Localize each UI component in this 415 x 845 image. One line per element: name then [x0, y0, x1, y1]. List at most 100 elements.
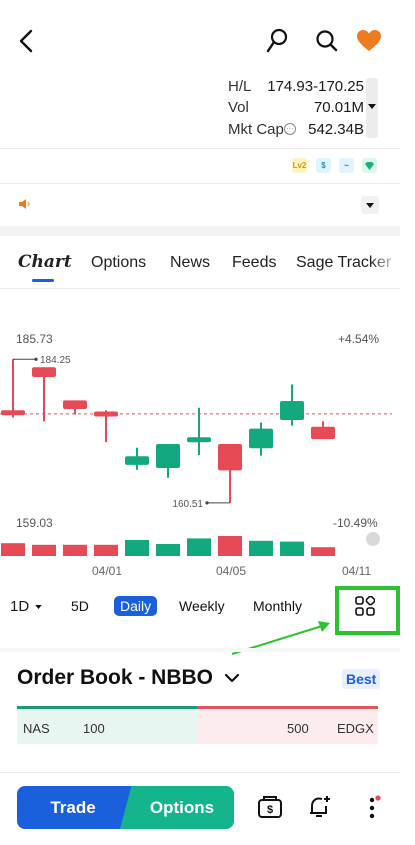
- section-divider: [0, 226, 400, 236]
- bid-exchange: NAS: [23, 721, 50, 736]
- caret-down-icon: [366, 202, 374, 208]
- cash-button[interactable]: $: [257, 794, 285, 822]
- divider: [0, 148, 400, 149]
- candle-body: [280, 401, 304, 421]
- market-cap-label: Mkt Cap: [228, 121, 284, 138]
- trade-button[interactable]: Trade: [17, 786, 137, 829]
- interval-weekly[interactable]: Weekly: [179, 598, 225, 614]
- candle-body: [187, 437, 211, 443]
- interval-1d-dropdown[interactable]: 1D: [10, 598, 43, 615]
- section-divider: [0, 648, 400, 652]
- dollar-badge[interactable]: $: [316, 158, 331, 173]
- candlestick-chart[interactable]: 184.25 160.51: [0, 330, 400, 560]
- tab-news[interactable]: News: [170, 254, 211, 271]
- high-low-value: 174.93-170.25: [267, 78, 364, 95]
- tabs-fade: [370, 246, 400, 276]
- search-alt-icon: [266, 28, 288, 53]
- active-tab-indicator: [32, 279, 54, 282]
- volume-bar: [249, 540, 273, 556]
- tab-sage-tracker[interactable]: Sage Tracker: [296, 254, 392, 271]
- ask-exchange: EDGX: [337, 721, 374, 736]
- volume-bar: [63, 544, 87, 556]
- annotation-highlight-box: [335, 586, 400, 635]
- volume-bar: [218, 536, 242, 556]
- diamond-badge[interactable]: [362, 158, 377, 173]
- options-button[interactable]: Options: [120, 786, 234, 829]
- order-book-row: NAS 100 500 EDGX: [17, 706, 378, 744]
- interval-1d-label: 1D: [10, 598, 30, 615]
- caret-down-icon: [35, 605, 43, 610]
- volume-value: 70.01M: [313, 99, 364, 116]
- high-low-label: H/L: [228, 78, 252, 95]
- info-icon[interactable]: ···: [284, 123, 296, 135]
- trend-badge[interactable]: ~: [339, 158, 354, 173]
- alert-button[interactable]: [307, 794, 335, 822]
- interval-monthly[interactable]: Monthly: [253, 598, 303, 614]
- volume-bar: [156, 544, 180, 556]
- ask-size: 500: [287, 721, 309, 736]
- annotation-arrow: [231, 621, 330, 655]
- volume-bar: [1, 543, 25, 556]
- y-axis-high-label: 185.73: [16, 332, 53, 346]
- divider: [0, 183, 400, 184]
- candle-body: [125, 456, 149, 465]
- candle-body: [311, 426, 335, 440]
- candle-body: [32, 367, 56, 378]
- caret-down-icon: [368, 103, 376, 109]
- chart-reset-button[interactable]: [366, 532, 380, 546]
- tab-options[interactable]: Options: [91, 254, 147, 271]
- search-icon: [316, 30, 338, 52]
- candle-body: [218, 444, 242, 471]
- volume-label: Vol: [228, 99, 249, 116]
- bid-size: 100: [83, 721, 105, 736]
- candle-body: [156, 444, 180, 468]
- candle-body: [63, 400, 87, 409]
- heart-icon: [357, 30, 381, 51]
- back-button[interactable]: [12, 26, 40, 56]
- search-button[interactable]: [312, 26, 342, 56]
- market-cap-value: 542.34B: [308, 121, 364, 138]
- volume-bar: [94, 544, 118, 556]
- order-book-title-text: Order Book - NBBO: [17, 666, 214, 689]
- candle-body: [94, 411, 118, 417]
- min-annotation-dot: [205, 501, 209, 505]
- diamond-icon: [365, 161, 374, 170]
- more-button[interactable]: [364, 794, 384, 822]
- stats-expand-button[interactable]: [364, 98, 380, 114]
- market-cap-row: Mkt Cap ··· 542.34B: [228, 121, 378, 143]
- volume-bar: [125, 540, 149, 556]
- grid-icon: [355, 595, 376, 616]
- max-annotation-dot: [34, 357, 38, 361]
- volume-bar: [187, 538, 211, 556]
- svg-text:$: $: [267, 804, 273, 816]
- x-tick-label: 04/05: [216, 564, 247, 578]
- y-axis-low-label: 159.03: [16, 516, 53, 530]
- tab-feeds[interactable]: Feeds: [232, 254, 277, 271]
- pct-high-label: +4.54%: [338, 332, 380, 346]
- more-vertical-icon: [369, 795, 381, 819]
- tab-chart[interactable]: Chart: [18, 252, 72, 272]
- min-annotation-label: 160.51: [172, 499, 203, 510]
- favorite-button[interactable]: [354, 26, 384, 56]
- volume-bar: [32, 544, 56, 556]
- interval-daily[interactable]: Daily: [114, 596, 158, 616]
- pct-low-label: -10.49%: [333, 516, 378, 530]
- chart-settings-button[interactable]: [355, 595, 379, 620]
- order-book-title[interactable]: Order Book - NBBO: [17, 666, 239, 690]
- best-toggle[interactable]: Best: [342, 669, 381, 689]
- divider: [0, 288, 400, 289]
- volume-bar: [280, 541, 304, 556]
- search-alt-button[interactable]: [262, 26, 292, 56]
- level2-badge[interactable]: Lv2: [292, 158, 307, 173]
- x-tick-label: 04/01: [92, 564, 123, 578]
- wallet-dollar-icon: $: [258, 796, 282, 818]
- bell-plus-icon: [310, 796, 330, 817]
- interval-5d[interactable]: 5D: [71, 598, 89, 614]
- bid-cell: NAS 100: [17, 706, 197, 744]
- volume-row: Vol 70.01M: [228, 99, 378, 121]
- volume-bar: [311, 547, 335, 556]
- ask-cell: 500 EDGX: [197, 706, 378, 744]
- chevron-down-icon: [224, 673, 239, 683]
- announcement-dropdown-button[interactable]: [361, 196, 379, 214]
- chevron-left-icon: [19, 29, 33, 53]
